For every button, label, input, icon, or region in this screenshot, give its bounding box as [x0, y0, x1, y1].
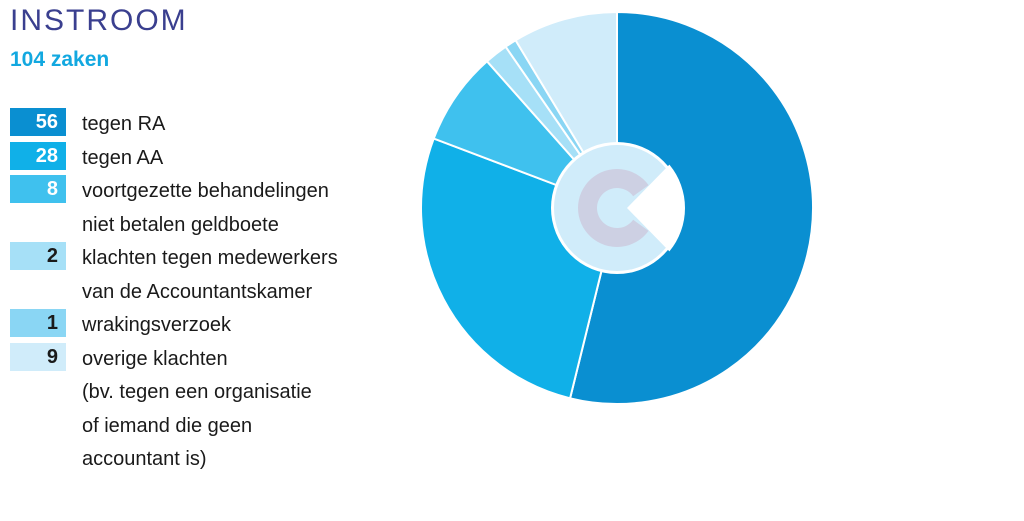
- legend-label-line: tegen RA: [82, 113, 166, 135]
- legend: 56 tegen RA 28 tegen AA 8 voortgezette b…: [10, 108, 338, 477]
- legend-label: tegen RA: [82, 108, 338, 142]
- legend-label-line: overige klachten: [82, 347, 228, 370]
- pie-slice: [568, 10, 814, 405]
- legend-item-overige-klachten: 9 overige klachten (bv. tegen een organi…: [10, 342, 338, 477]
- legend-label-line: van de Accountantskamer: [82, 280, 313, 303]
- chart-title: INSTROOM: [10, 4, 188, 37]
- legend-label: voortgezette behandelingen niet betalen …: [82, 175, 338, 242]
- legend-item-voortgezette-behandelingen: 8 voortgezette behandelingen niet betale…: [10, 175, 338, 242]
- legend-label-line: accountant is): [82, 448, 207, 470]
- chart-subtitle: 104 zaken: [10, 48, 110, 71]
- legend-label-line: (bv. tegen een organisatie: [82, 381, 312, 403]
- legend-swatch-value: 8: [10, 175, 66, 203]
- legend-item-tegen-ra: 56 tegen RA: [10, 108, 338, 142]
- legend-label: tegen AA: [82, 142, 338, 176]
- legend-swatch-value: 9: [10, 342, 66, 371]
- legend-label-line: niet betalen geldboete: [82, 213, 279, 236]
- legend-label: overige klachten (bv. tegen een organisa…: [82, 343, 338, 477]
- legend-label: klachten tegen medewerkers van de Accoun…: [82, 242, 338, 309]
- legend-item-tegen-aa: 28 tegen AA: [10, 141, 338, 176]
- legend-label-line: klachten tegen medewerkers: [82, 247, 338, 269]
- legend-label-line: tegen AA: [82, 146, 164, 169]
- legend-item-klachten-medewerkers: 2 klachten tegen medewerkers van de Acco…: [10, 242, 338, 309]
- legend-swatch-value: 56: [10, 108, 66, 136]
- legend-label-line: voortgezette behandelingen: [82, 180, 329, 202]
- legend-label: wrakingsverzoek: [82, 309, 338, 343]
- c-logo-icon: [551, 142, 685, 274]
- legend-item-wrakingsverzoek: 1 wrakingsverzoek: [10, 309, 338, 343]
- legend-swatch-value: 2: [10, 242, 66, 270]
- legend-label-line: of iemand die geen: [82, 414, 253, 437]
- legend-label-line: wrakingsverzoek: [82, 314, 231, 336]
- legend-swatch-value: 1: [10, 309, 66, 337]
- legend-swatch-value: 28: [10, 141, 66, 170]
